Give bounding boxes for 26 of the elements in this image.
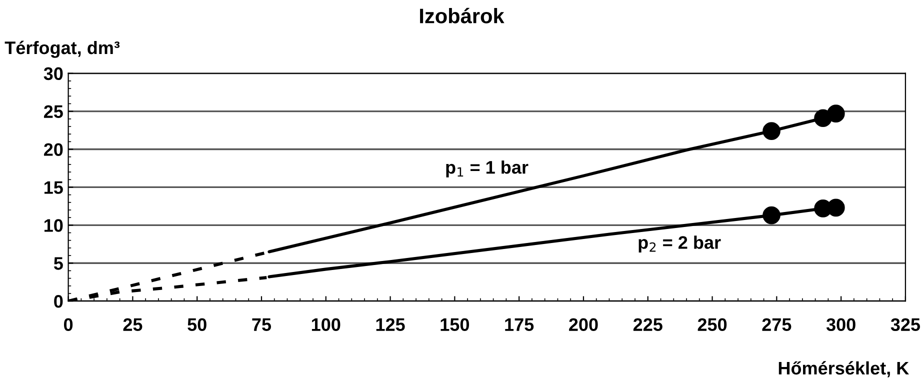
y-tick-label: 5 (54, 257, 63, 270)
y-axis-title: Térfogat, dm³ (4, 40, 120, 58)
x-tick-label: 25 (123, 318, 142, 332)
x-tick-label: 75 (252, 318, 272, 332)
annotation: p$_{2}$ = 2 bar (638, 236, 721, 252)
y-tick-label: 10 (44, 219, 63, 232)
x-tick-label: 50 (188, 318, 206, 332)
x-tick-label: 100 (312, 318, 340, 332)
x-tick-label: 275 (762, 318, 792, 332)
x-tick-label: 325 (890, 318, 920, 332)
x-tick-label: 225 (633, 318, 662, 332)
x-tick-label: 150 (440, 318, 470, 332)
annotation: p$_{1}$ = 1 bar (446, 160, 528, 178)
y-tick-label: 0 (54, 295, 63, 308)
y-tick-label: 25 (44, 105, 63, 118)
x-tick-label: 175 (505, 318, 534, 332)
x-axis-title: Hőmérséklet, K (778, 361, 909, 378)
y-tick-label: 20 (44, 143, 63, 156)
x-tick-label: 125 (376, 318, 405, 332)
y-tick-label: 15 (44, 181, 63, 194)
x-tick-label: 200 (569, 318, 598, 332)
chart-title: Izobárok (420, 8, 504, 24)
x-tick-label: 250 (698, 318, 727, 332)
x-tick-label: 0 (64, 318, 73, 332)
y-tick-label: 30 (44, 67, 63, 80)
x-tick-label: 300 (826, 318, 856, 332)
